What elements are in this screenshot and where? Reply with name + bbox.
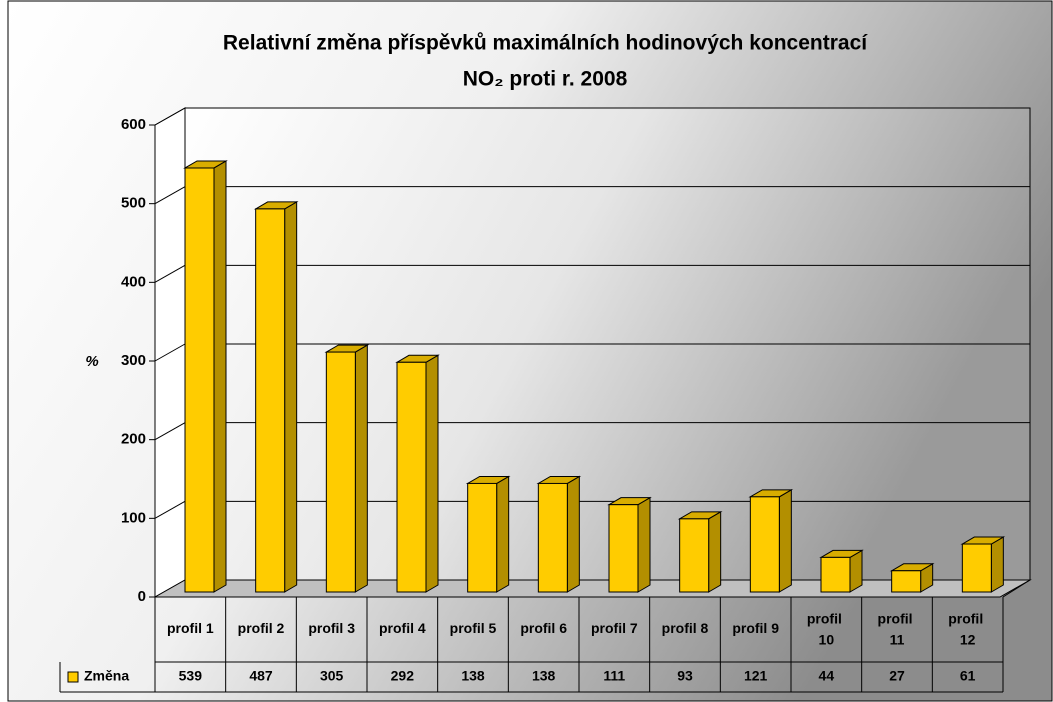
value-label: 27 — [889, 668, 905, 684]
y-axis-label: % — [85, 353, 98, 370]
bar-side — [213, 160, 227, 593]
x-tick-label: profil 7 — [591, 620, 638, 636]
bar-front — [325, 351, 356, 593]
x-tick-label: profil 11 — [878, 610, 917, 647]
bar — [607, 496, 652, 593]
value-label: 487 — [249, 668, 273, 684]
bar-side — [354, 344, 368, 593]
bar-front — [891, 570, 922, 593]
bar — [395, 354, 440, 593]
value-label: 111 — [603, 668, 625, 684]
bar-side — [284, 201, 298, 593]
bar-front — [396, 361, 427, 593]
bar-side — [990, 536, 1004, 593]
bar — [677, 510, 723, 593]
grid-line — [154, 422, 186, 441]
bar-side — [637, 496, 651, 593]
value-label: 93 — [677, 668, 693, 684]
bar-front — [608, 504, 639, 593]
bar — [465, 475, 511, 593]
x-tick-label: profil 2 — [238, 620, 285, 636]
x-tick-label: profil 4 — [379, 620, 426, 636]
bar — [748, 488, 794, 593]
bar — [253, 201, 299, 593]
value-label: 305 — [320, 668, 344, 684]
y-tick-label: 400 — [121, 273, 146, 290]
bar-front — [961, 543, 992, 593]
value-label: 292 — [391, 668, 415, 684]
bar-side — [708, 510, 722, 593]
grid-line — [154, 500, 186, 519]
x-tick-label: profil 12 — [948, 610, 987, 647]
x-tick-label: profil 6 — [520, 620, 567, 636]
value-label: 138 — [461, 668, 485, 684]
bar — [183, 160, 228, 593]
y-tick-label: 300 — [121, 352, 146, 369]
bar-side — [496, 475, 510, 593]
y-tick-label: 100 — [121, 509, 146, 526]
bar — [960, 536, 1006, 593]
legend-label: Změna — [84, 668, 129, 684]
bar — [819, 549, 864, 593]
grid-line — [154, 186, 186, 205]
bar — [324, 344, 370, 593]
table-line — [1002, 579, 1031, 598]
y-tick-label: 0 — [138, 588, 146, 605]
value-label: 539 — [179, 668, 203, 684]
grid-line — [154, 343, 186, 362]
bar-front — [184, 167, 215, 593]
bar-front — [255, 208, 286, 593]
bar-front — [749, 496, 780, 593]
x-tick-label: profil 1 — [167, 620, 214, 636]
grid-line — [154, 107, 186, 126]
bar-side — [778, 488, 792, 593]
value-label: 138 — [532, 668, 556, 684]
bar — [889, 562, 935, 593]
bar-front — [820, 556, 851, 593]
x-tick-label: profil 9 — [732, 620, 779, 636]
x-tick-label: profil 3 — [308, 620, 355, 636]
chart-title: NO₂ proti r. 2008 — [463, 68, 628, 91]
bar — [536, 475, 582, 593]
bar-side — [425, 354, 439, 593]
bar-front — [679, 518, 710, 593]
grid-line — [154, 264, 186, 283]
bar-side — [566, 475, 580, 593]
x-tick-label: profil 10 — [807, 610, 846, 647]
y-tick-label: 200 — [121, 431, 146, 448]
legend-key — [67, 671, 79, 683]
y-tick-label: 500 — [121, 195, 146, 212]
value-label: 121 — [744, 668, 768, 684]
bar-front — [537, 482, 568, 593]
x-tick-label: profil 8 — [662, 620, 709, 636]
value-label: 61 — [960, 668, 976, 684]
bar-front — [467, 482, 498, 593]
y-tick-label: 600 — [121, 116, 146, 133]
x-tick-label: profil 5 — [450, 620, 497, 636]
chart-title: Relativní změna příspěvků maximálních ho… — [223, 32, 868, 55]
value-label: 44 — [819, 668, 835, 684]
